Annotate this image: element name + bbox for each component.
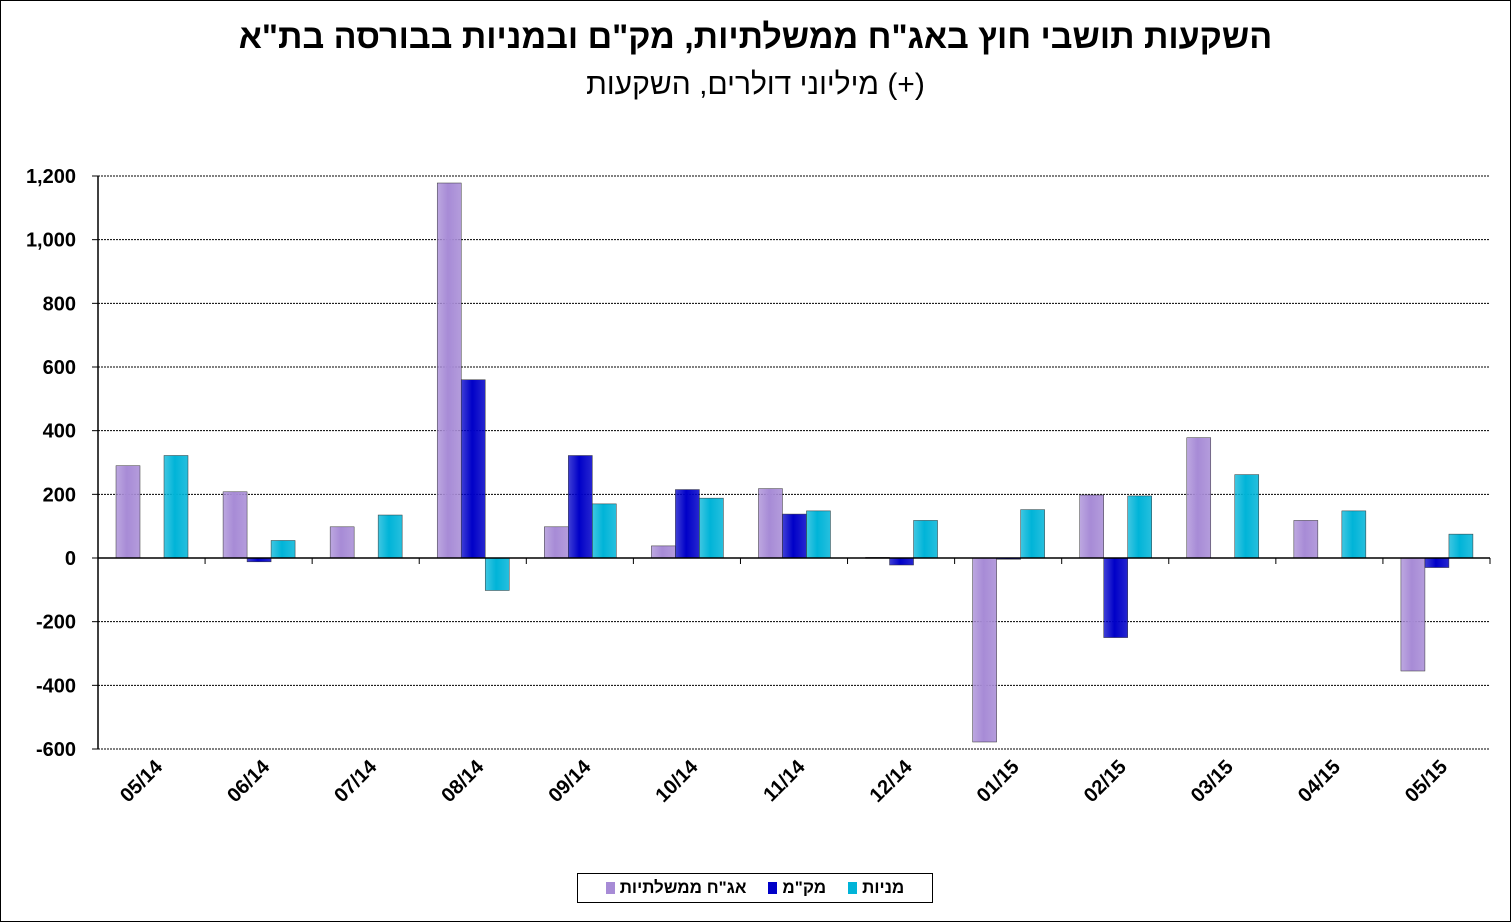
bar-0-12	[1400, 557, 1426, 672]
bar-2-2	[377, 514, 403, 559]
bar-1-3	[460, 379, 486, 559]
bar-1-12	[1424, 557, 1450, 568]
bar-0-4	[544, 526, 569, 559]
x-tick-label: 07/14	[330, 755, 382, 807]
y-tick-label: 600	[43, 357, 76, 379]
legend-item: אג"ח ממשלתיות	[605, 878, 747, 898]
bar-0-5	[651, 545, 676, 559]
x-tick-label: 09/14	[544, 755, 596, 807]
y-tick-label: 200	[43, 484, 76, 506]
axes	[97, 176, 1491, 749]
x-tick-label: 03/15	[1187, 756, 1238, 807]
bar-2-9	[1127, 495, 1152, 559]
x-tick-label: 08/14	[437, 755, 489, 807]
bar-0-1	[222, 491, 248, 559]
legend-label: אג"ח ממשלתיות	[619, 878, 747, 897]
bar-2-1	[270, 540, 296, 559]
x-tick-label: 02/15	[1080, 756, 1131, 807]
legend-label: מניות	[862, 878, 905, 897]
legend-item: מק"מ	[768, 878, 826, 898]
y-tick-label: 800	[43, 293, 76, 315]
bar-0-3	[436, 182, 462, 559]
bar-2-8	[1020, 509, 1045, 559]
bar-2-11	[1341, 510, 1367, 559]
bar-0-2	[329, 526, 355, 559]
bar-0-11	[1293, 520, 1319, 559]
y-tick-label: 1,000	[26, 230, 76, 252]
bar-2-6	[806, 510, 831, 559]
bar-1-6	[782, 513, 807, 559]
bar-2-5	[699, 497, 724, 559]
y-tick-label: -400	[36, 675, 76, 697]
chart-subtitle: מיליוני דולרים, השקעות (+)	[586, 68, 925, 101]
legend: אג"ח ממשלתיות מק"מ מניות	[577, 873, 933, 903]
legend-item: מניות	[848, 878, 904, 898]
x-tick-label: 04/15	[1294, 756, 1345, 807]
bar-1-4	[568, 455, 593, 559]
y-tick-label: 400	[43, 421, 76, 443]
bar-0-6	[758, 488, 783, 559]
bar-1-9	[1103, 557, 1128, 638]
chart-title: השקעות תושבי חוץ באג"ח ממשלתיות, מק"ם וב…	[238, 18, 1273, 56]
bar-0-10	[1186, 437, 1212, 559]
bar-2-7	[913, 520, 938, 559]
y-tick-label: 0	[65, 548, 76, 570]
x-tick-label: 05/14	[116, 755, 168, 807]
bar-1-5	[675, 489, 700, 559]
bar-2-10	[1234, 474, 1260, 559]
x-tick-label: 11/14	[759, 755, 810, 806]
bar-0-8	[972, 557, 997, 743]
y-tick-label: -200	[36, 612, 76, 634]
y-tick-labels: -600 -400 -200 0 200 400 600 800 1,000 1,200	[26, 166, 76, 761]
x-tick-label: 10/14	[652, 755, 704, 807]
bar-2-4	[592, 503, 617, 559]
bar-0-9	[1079, 494, 1104, 559]
y-tick-label: -600	[36, 739, 76, 761]
legend-swatch	[605, 882, 615, 894]
y-tick-label: 1,200	[26, 166, 76, 188]
x-tick-label: 05/15	[1401, 756, 1452, 807]
bar-2-0	[163, 455, 189, 559]
bars	[115, 182, 1474, 743]
x-tick-labels: 05/14 06/14 07/14 08/14 09/14 10/14 11/14 12/14…	[116, 755, 1452, 807]
x-tick-label: 01/15	[973, 756, 1024, 807]
bar-2-12	[1448, 533, 1474, 559]
bar-1-7	[889, 557, 914, 566]
gridlines	[92, 175, 1490, 750]
bar-0-0	[115, 465, 141, 559]
legend-swatch	[768, 882, 778, 894]
x-tick-label: 12/14	[866, 755, 918, 807]
legend-label: מק"מ	[782, 878, 827, 897]
x-tick-label: 06/14	[223, 755, 275, 807]
legend-swatch	[848, 882, 858, 894]
bar-2-3	[484, 557, 510, 591]
